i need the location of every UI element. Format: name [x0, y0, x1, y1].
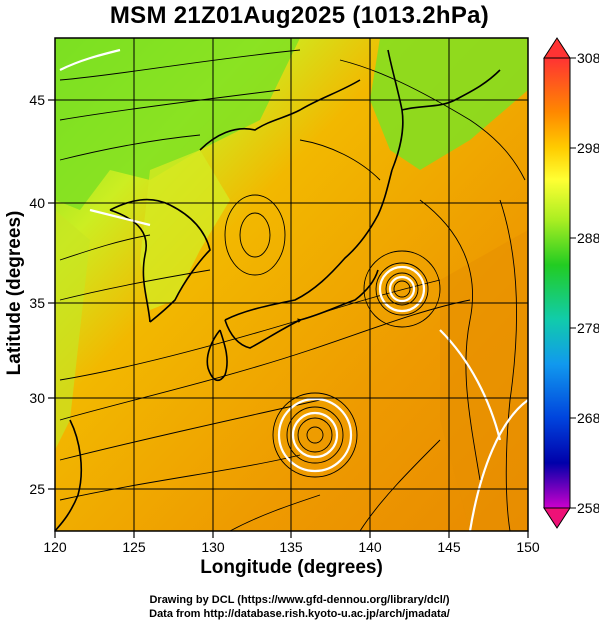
colorbar-label: 298 [577, 140, 599, 156]
colorbar-lower-arrow [543, 507, 571, 529]
lat-tick-label: 35 [29, 295, 45, 311]
colorbar-label: 268 [577, 410, 599, 426]
graticule [55, 38, 528, 531]
lat-tick-label: 45 [29, 92, 45, 108]
lon-tick-label: 140 [358, 539, 382, 555]
colorbar-label: 288 [577, 230, 599, 246]
lon-tick-label: 135 [279, 539, 303, 555]
colorbar-label: 308 [577, 50, 599, 66]
streamlines [59, 49, 526, 531]
lat-tick-label: 30 [29, 390, 45, 406]
lat-tick-label: 40 [29, 195, 45, 211]
lon-tick-label: 150 [516, 539, 540, 555]
credit-data: Data from http://database.rish.kyoto-u.a… [149, 608, 450, 620]
lon-tick-label: 125 [122, 539, 146, 555]
map-title: MSM 21Z01Aug2025 (1013.2hPa) [109, 2, 490, 29]
y-axis-label: Latitude (degrees) [4, 210, 25, 376]
colorbar: 308 298 288 278 268 258 [543, 37, 599, 529]
colorbar-label: 258 [577, 500, 599, 516]
isobars [59, 48, 528, 531]
lat-tick-label: 25 [29, 481, 45, 497]
colorbar-upper-arrow [543, 37, 571, 59]
credit-drawing: Drawing by DCL (https://www.gfd-dennou.o… [149, 594, 450, 606]
lon-tick-label: 145 [437, 539, 461, 555]
lon-tick-label: 130 [201, 539, 225, 555]
tick-marks [48, 99, 529, 538]
lon-tick-label: 120 [43, 539, 67, 555]
colorbar-body [543, 57, 571, 509]
colorbar-label: 278 [577, 320, 599, 336]
x-axis-label: Longitude (degrees) [200, 557, 383, 578]
